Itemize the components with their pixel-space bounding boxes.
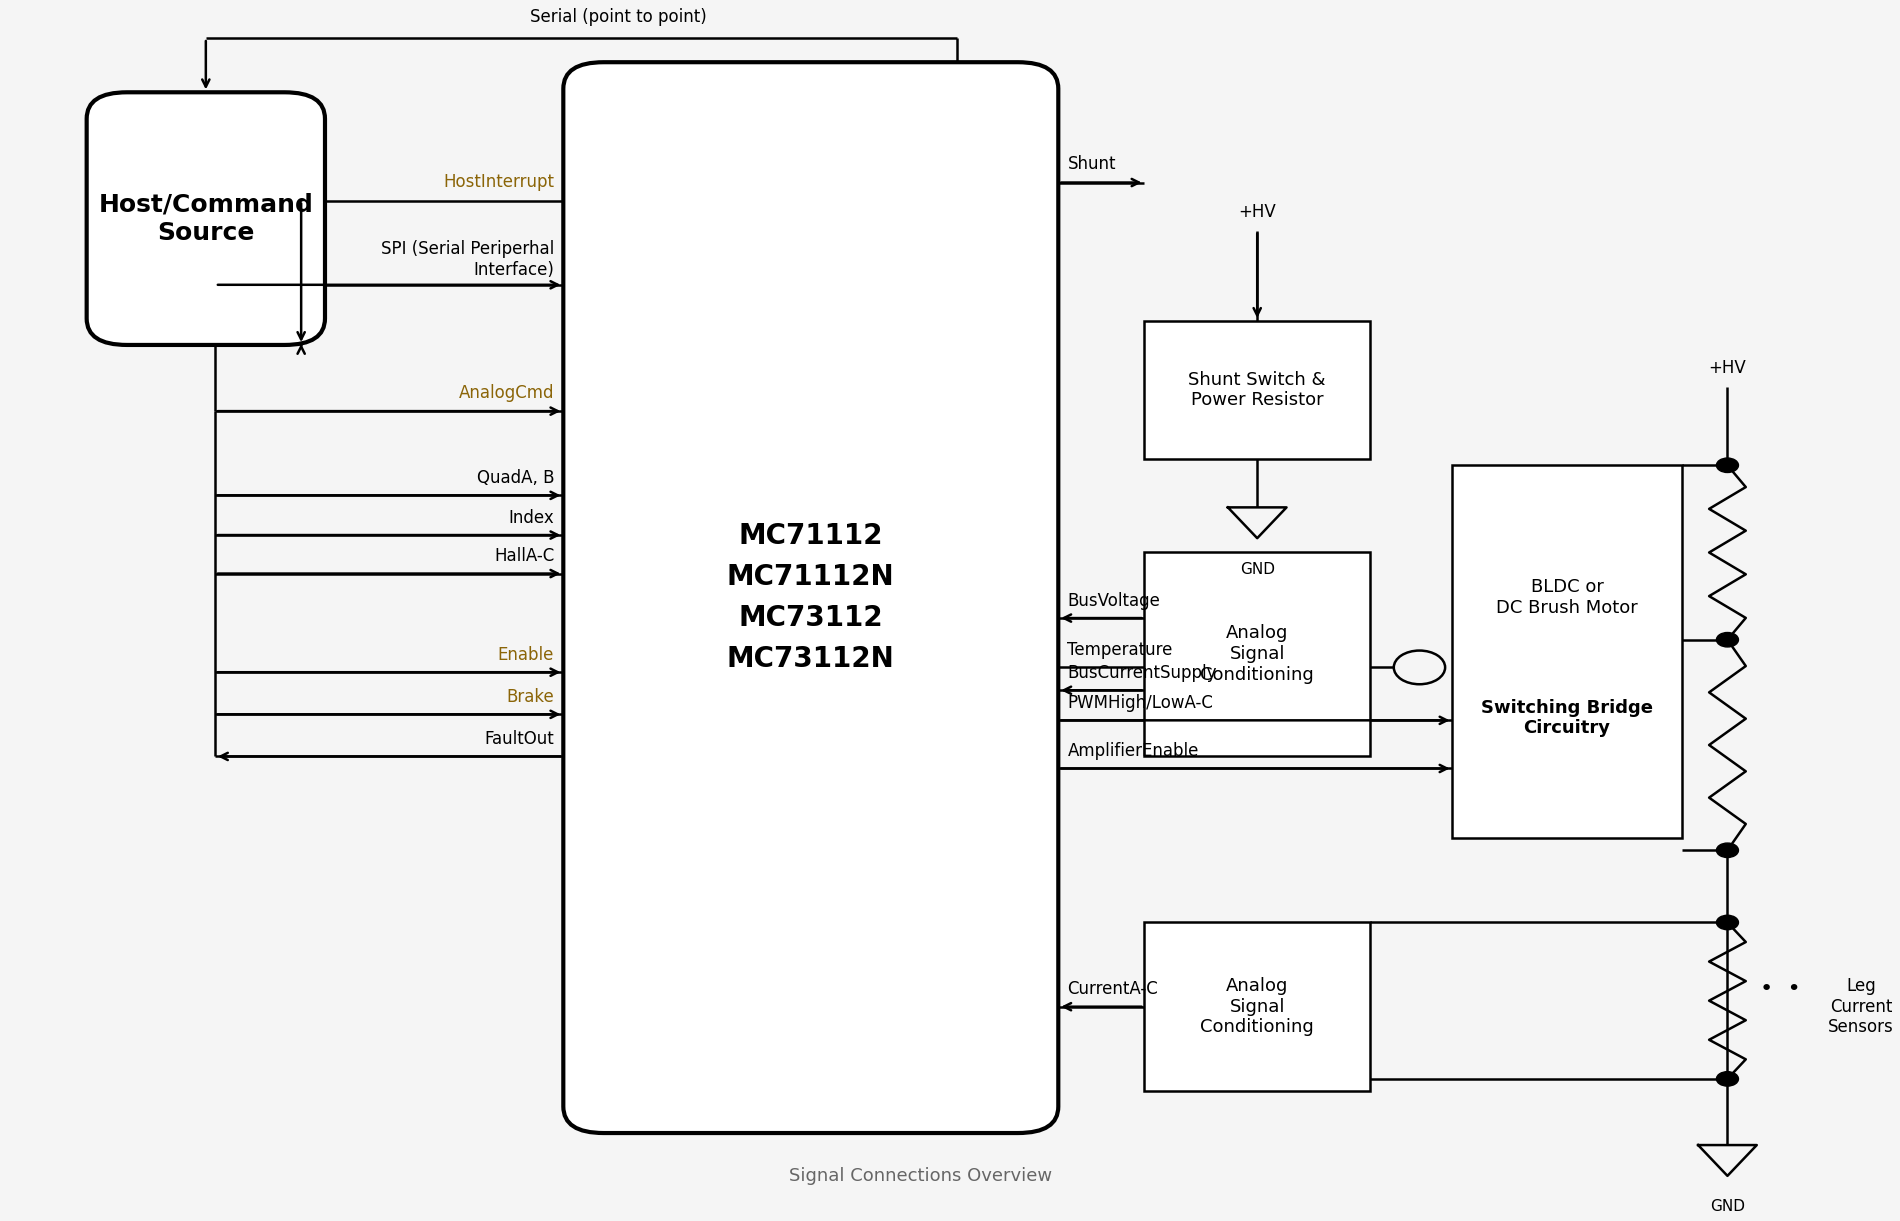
Text: •  •: • • xyxy=(1761,979,1801,999)
Text: +HV: +HV xyxy=(1239,203,1277,221)
Circle shape xyxy=(1716,458,1738,473)
Text: CurrentA-C: CurrentA-C xyxy=(1068,980,1159,999)
Bar xyxy=(1144,923,1370,1090)
Text: Shunt Switch &
Power Resistor: Shunt Switch & Power Resistor xyxy=(1189,371,1326,409)
Circle shape xyxy=(1716,916,1738,929)
Text: Switching Bridge
Circuitry: Switching Bridge Circuitry xyxy=(1480,698,1653,737)
Text: PWMHigh/LowA-C: PWMHigh/LowA-C xyxy=(1068,694,1214,712)
Text: MC71112
MC71112N
MC73112
MC73112N: MC71112 MC71112N MC73112 MC73112N xyxy=(728,521,895,674)
Text: BLDC or
DC Brush Motor: BLDC or DC Brush Motor xyxy=(1495,579,1638,617)
Bar xyxy=(1144,552,1370,757)
Text: HostInterrupt: HostInterrupt xyxy=(443,173,555,190)
Bar xyxy=(1452,465,1682,839)
Text: Analog
Signal
Conditioning: Analog Signal Conditioning xyxy=(1201,977,1315,1037)
Text: Leg
Current
Sensors: Leg Current Sensors xyxy=(1828,977,1894,1037)
Text: GND: GND xyxy=(1239,562,1275,576)
Circle shape xyxy=(1716,842,1738,857)
Text: Analog
Signal
Conditioning: Analog Signal Conditioning xyxy=(1201,624,1315,684)
Text: GND: GND xyxy=(1710,1199,1744,1214)
Text: AmplifierEnable: AmplifierEnable xyxy=(1068,742,1199,759)
Text: HallA-C: HallA-C xyxy=(494,547,555,565)
Text: Temperature: Temperature xyxy=(1068,641,1172,659)
Bar xyxy=(1144,321,1370,459)
Text: FaultOut: FaultOut xyxy=(484,730,555,748)
Text: Index: Index xyxy=(509,509,555,526)
Text: Signal Connections Overview: Signal Connections Overview xyxy=(788,1167,1053,1184)
Text: +HV: +HV xyxy=(1708,359,1746,377)
Text: QuadA, B: QuadA, B xyxy=(477,469,555,487)
FancyBboxPatch shape xyxy=(562,62,1058,1133)
Circle shape xyxy=(1716,632,1738,647)
Text: SPI (Serial Periperhal
Interface): SPI (Serial Periperhal Interface) xyxy=(380,241,555,278)
Text: Enable: Enable xyxy=(498,646,555,664)
FancyBboxPatch shape xyxy=(87,93,325,346)
Text: Host/Command
Source: Host/Command Source xyxy=(99,193,314,244)
Text: AnalogCmd: AnalogCmd xyxy=(458,383,555,402)
Text: Shunt: Shunt xyxy=(1068,155,1115,173)
Text: BusCurrentSupply: BusCurrentSupply xyxy=(1068,664,1218,681)
Text: Brake: Brake xyxy=(507,687,555,706)
Circle shape xyxy=(1716,1072,1738,1087)
Text: BusVoltage: BusVoltage xyxy=(1068,592,1161,609)
Text: Serial (point to point): Serial (point to point) xyxy=(530,9,707,26)
